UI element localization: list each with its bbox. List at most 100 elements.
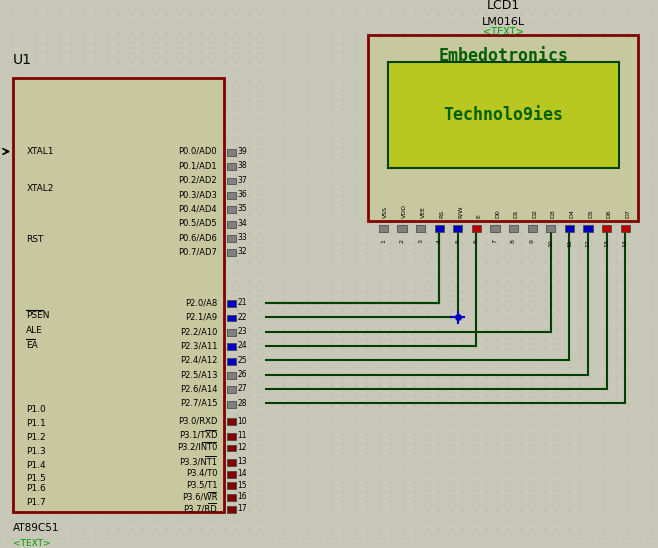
Text: P0.2/AD2: P0.2/AD2: [178, 176, 217, 185]
Text: 25: 25: [238, 356, 247, 365]
Bar: [565, 225, 574, 232]
Text: 27: 27: [238, 385, 247, 393]
Text: D4: D4: [569, 209, 574, 218]
Text: D2: D2: [532, 209, 537, 218]
Text: P0.5/AD5: P0.5/AD5: [178, 219, 217, 228]
Text: PSEN: PSEN: [26, 311, 50, 321]
Text: 23: 23: [238, 327, 247, 336]
Bar: [227, 401, 236, 408]
Text: D7: D7: [625, 209, 630, 218]
Text: P2.1/A9: P2.1/A9: [185, 313, 217, 322]
Text: P2.5/A13: P2.5/A13: [180, 370, 217, 379]
Text: 24: 24: [238, 341, 247, 350]
Text: P0.4/AD4: P0.4/AD4: [178, 204, 217, 213]
Text: 6: 6: [474, 239, 479, 243]
Bar: [490, 225, 499, 232]
Text: P2.2/A10: P2.2/A10: [180, 327, 217, 336]
Text: 37: 37: [238, 176, 247, 185]
Text: 36: 36: [238, 190, 247, 199]
Text: <TEXT>: <TEXT>: [13, 539, 51, 548]
Text: D3: D3: [551, 209, 556, 218]
Text: ALE: ALE: [26, 326, 43, 335]
Bar: [227, 386, 236, 393]
Text: P0.1/AD1: P0.1/AD1: [178, 161, 217, 170]
Text: 17: 17: [238, 504, 247, 513]
Text: 21: 21: [238, 298, 247, 307]
Text: 33: 33: [238, 233, 247, 242]
Text: P2.0/A8: P2.0/A8: [185, 298, 217, 307]
Text: D0: D0: [495, 209, 500, 218]
Bar: [227, 149, 236, 156]
Text: P0.3/AD3: P0.3/AD3: [178, 190, 217, 199]
Text: <TEXT>: <TEXT>: [483, 27, 524, 37]
Bar: [388, 61, 619, 168]
Text: D5: D5: [588, 209, 593, 218]
Text: P3.6/WR: P3.6/WR: [182, 492, 217, 501]
Bar: [620, 225, 630, 232]
Text: 35: 35: [238, 204, 247, 213]
Text: P2.6/A14: P2.6/A14: [180, 385, 217, 393]
Text: 38: 38: [238, 161, 247, 170]
Text: 12: 12: [238, 443, 247, 452]
Text: 22: 22: [238, 313, 247, 322]
Text: P0.7/AD7: P0.7/AD7: [178, 248, 217, 256]
Bar: [453, 225, 463, 232]
Bar: [227, 506, 236, 513]
Text: LM016L: LM016L: [482, 17, 525, 27]
Text: 14: 14: [238, 469, 247, 478]
Text: VDD: VDD: [402, 204, 407, 218]
Bar: [368, 35, 638, 221]
Text: 32: 32: [238, 248, 247, 256]
Bar: [584, 225, 593, 232]
Text: P3.3/NT1: P3.3/NT1: [179, 457, 217, 466]
Bar: [416, 225, 425, 232]
Text: P1.4: P1.4: [26, 460, 46, 470]
Bar: [227, 300, 236, 307]
Text: E: E: [476, 214, 482, 218]
Bar: [227, 329, 236, 336]
Text: P0.6/AD6: P0.6/AD6: [178, 233, 217, 242]
Text: RST: RST: [26, 235, 43, 244]
Bar: [227, 315, 236, 322]
Text: AT89C51: AT89C51: [13, 523, 60, 533]
Bar: [227, 206, 236, 213]
Bar: [602, 225, 611, 232]
Text: EA: EA: [26, 340, 38, 350]
Bar: [227, 192, 236, 199]
Text: 9: 9: [530, 239, 535, 243]
Text: P3.4/T0: P3.4/T0: [186, 469, 217, 478]
Text: D6: D6: [607, 209, 612, 218]
Text: P2.7/A15: P2.7/A15: [180, 399, 217, 408]
Text: 3: 3: [418, 239, 423, 243]
Text: 7: 7: [492, 239, 497, 243]
Bar: [379, 225, 388, 232]
Bar: [227, 482, 236, 489]
Text: 34: 34: [238, 219, 247, 228]
Text: P3.2/INT0: P3.2/INT0: [177, 443, 217, 452]
Bar: [227, 163, 236, 170]
Bar: [227, 372, 236, 379]
Bar: [227, 343, 236, 350]
Text: P3.5/T1: P3.5/T1: [186, 481, 217, 489]
Text: VEE: VEE: [420, 206, 426, 218]
Text: 5: 5: [455, 239, 461, 243]
Bar: [434, 225, 443, 232]
Text: P1.7: P1.7: [26, 498, 46, 507]
Bar: [227, 433, 236, 439]
Text: P1.5: P1.5: [26, 475, 46, 483]
Text: P1.2: P1.2: [26, 433, 46, 442]
Text: P3.0/RXD: P3.0/RXD: [178, 416, 217, 426]
Bar: [227, 419, 236, 425]
Text: P2.3/A11: P2.3/A11: [180, 341, 217, 350]
Text: 1: 1: [381, 239, 386, 243]
Text: 15: 15: [238, 481, 247, 489]
Text: VSS: VSS: [384, 206, 388, 218]
Text: 13: 13: [238, 457, 247, 466]
Text: P1.6: P1.6: [26, 484, 46, 493]
Text: P2.4/A12: P2.4/A12: [180, 356, 217, 365]
Text: 10: 10: [238, 416, 247, 426]
Bar: [509, 225, 519, 232]
Text: XTAL2: XTAL2: [26, 184, 54, 193]
Text: U1: U1: [13, 53, 32, 67]
Bar: [472, 225, 481, 232]
